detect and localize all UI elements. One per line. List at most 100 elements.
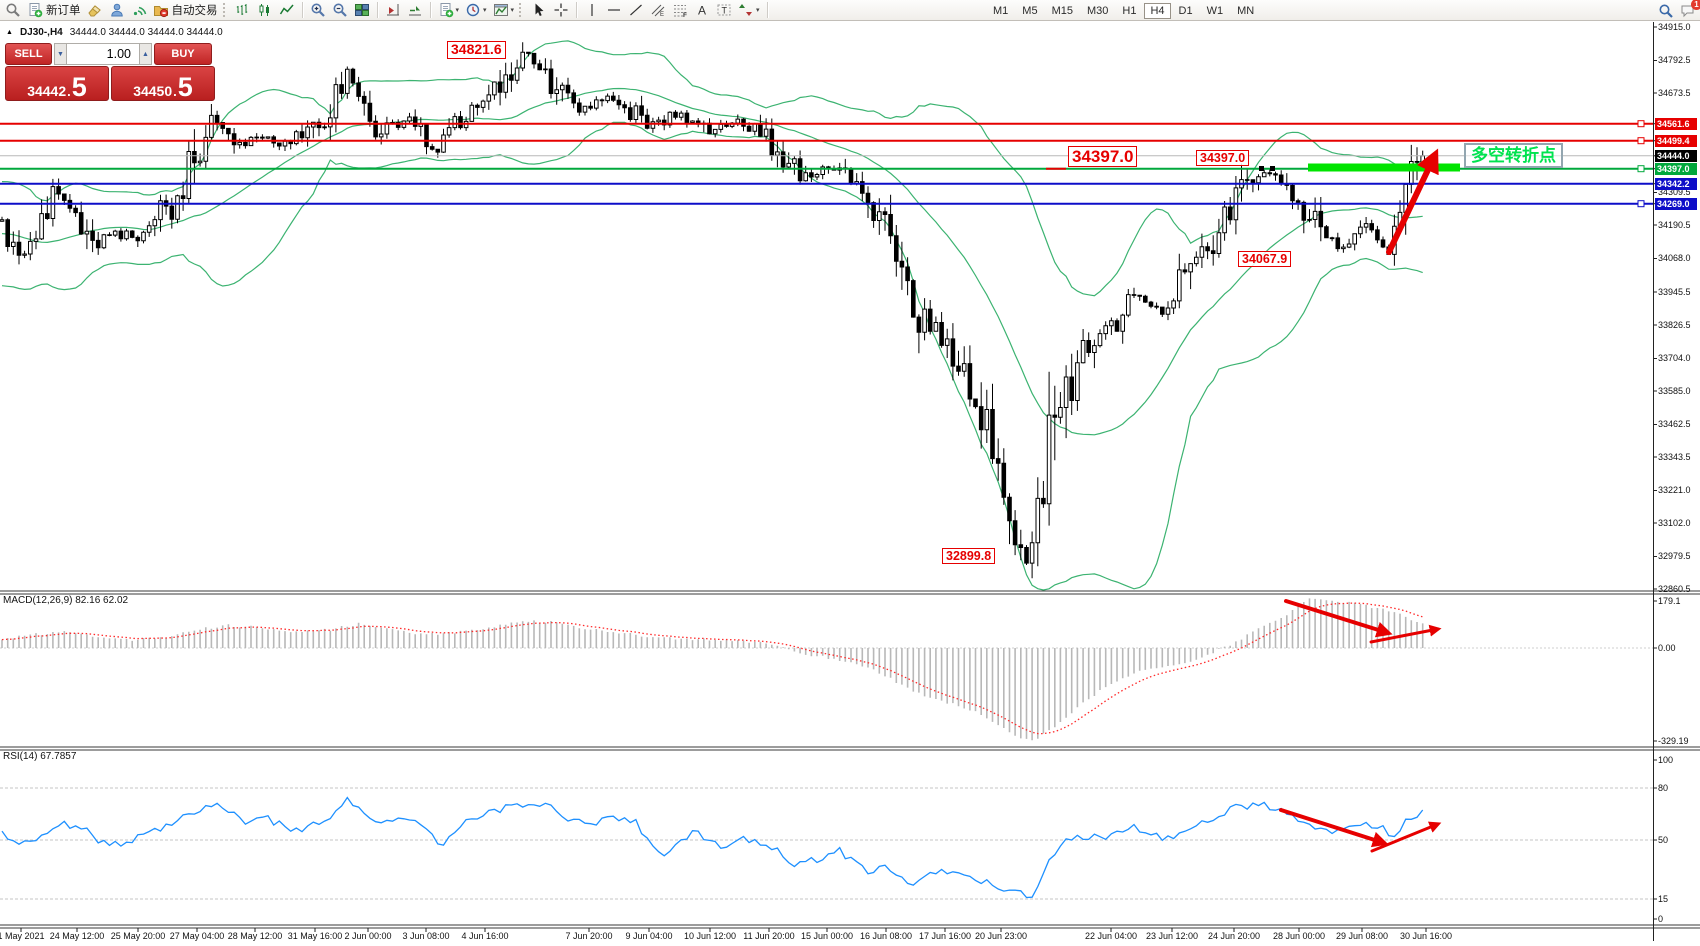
text-tool[interactable]: A <box>691 0 713 21</box>
time-tick-label: 15 Jun 00:00 <box>800 931 854 941</box>
timeframe-button-mn[interactable]: MN <box>1237 4 1255 17</box>
red-arrow-annotation-2[interactable] <box>1369 624 1442 644</box>
timeframe-button-h1[interactable]: H1 <box>1122 4 1137 17</box>
autotrade-icon <box>153 6 168 18</box>
sell-button[interactable]: SELL <box>5 43 52 65</box>
selection-handle[interactable] <box>1259 166 1264 171</box>
timeframe-button-h4[interactable]: H4 <box>1144 2 1171 19</box>
price-tick-label: 34309.5 <box>1658 187 1691 197</box>
time-tick-label: 24 May 12:00 <box>49 931 105 941</box>
arrows-tool[interactable]: ▾ <box>735 0 763 21</box>
price-annotation[interactable]: 34821.6 <box>447 41 506 59</box>
autotrade-button[interactable]: 自动交易 <box>150 0 221 21</box>
search-button[interactable] <box>1655 0 1677 21</box>
buy-price[interactable]: 34450. 5 <box>111 66 215 101</box>
line-handle[interactable] <box>1637 137 1645 145</box>
zoom-in-button[interactable] <box>307 0 329 21</box>
templates-button[interactable]: ▾ <box>490 0 518 21</box>
timeframe-button-d1[interactable]: D1 <box>1178 4 1193 17</box>
timeframe-button-m15[interactable]: M15 <box>1051 4 1073 17</box>
price-annotation[interactable]: 34397.0 <box>1068 146 1138 168</box>
bearish-candles <box>5 51 1420 564</box>
toolbar: 新订单 自动交易 ▾ ▾ ▾ E F A T ▾ M1 M5 M15 M30 H1 H4 D1 W1 MN 1 <box>0 0 1700 21</box>
equidistant-channel-tool[interactable]: E <box>647 0 669 21</box>
candlestick-chart-icon <box>259 4 269 16</box>
macd-tick-label: 0.00 <box>1658 642 1676 653</box>
symbol-period-label: DJ30-,H4 <box>19 27 63 38</box>
bar-chart-button[interactable] <box>232 0 254 21</box>
new-order-button[interactable]: 新订单 <box>24 0 84 21</box>
red-arrow-annotation-0[interactable] <box>1386 148 1439 255</box>
sell-price-frac: 5 <box>71 71 87 102</box>
auto-scroll-button[interactable] <box>382 0 404 21</box>
toolbar-separator <box>766 2 768 18</box>
green-highlight-bar[interactable] <box>1308 163 1460 172</box>
chart-shift-icon <box>408 6 421 16</box>
timeframe-button-m5[interactable]: M5 <box>1022 4 1038 17</box>
volume-decrease-button[interactable]: ▼ <box>54 43 67 65</box>
buy-button[interactable]: BUY <box>154 43 212 65</box>
periods-button[interactable]: ▾ <box>462 0 490 21</box>
line-handle[interactable] <box>1637 165 1645 173</box>
red-arrow-annotation-4[interactable] <box>1370 821 1442 853</box>
turning-point-annotation[interactable]: 多空转折点 <box>1464 143 1563 169</box>
sell-price[interactable]: 34442. 5 <box>5 66 109 101</box>
volume-increase-button[interactable]: ▲ <box>139 43 152 65</box>
price-annotation[interactable]: 34397.0 <box>1196 150 1250 166</box>
timeframe-button-m30[interactable]: M30 <box>1086 4 1109 17</box>
price-tick-label: 32860.5 <box>1658 583 1691 594</box>
candlestick-chart-button[interactable] <box>254 0 276 21</box>
symbol-search-button[interactable] <box>2 0 24 21</box>
zoom-in-icon <box>311 3 325 17</box>
price-annotation[interactable]: 34067.9 <box>1238 251 1292 267</box>
crosshair-button[interactable] <box>550 0 572 21</box>
price-tick-label: 34190.5 <box>1658 219 1691 230</box>
horizontal-line-tool[interactable] <box>603 0 625 21</box>
line-handle[interactable] <box>1637 120 1645 128</box>
red-arrow-annotation-3[interactable] <box>1279 808 1389 848</box>
toolbar-standard-group: 新订单 自动交易 ▾ ▾ ▾ E F A T ▾ <box>2 0 772 21</box>
timeframe-button-m1[interactable]: M1 <box>993 4 1009 17</box>
pane-separator[interactable] <box>0 590 1700 595</box>
chart-objects-button[interactable] <box>84 0 106 21</box>
pane-separator[interactable] <box>0 746 1700 751</box>
new-chart-button[interactable]: ▾ <box>435 0 463 21</box>
tile-windows-button[interactable] <box>351 0 373 21</box>
text-label-tool[interactable]: T <box>713 0 735 21</box>
price-tick-label: 33343.5 <box>1658 451 1691 462</box>
fibonacci-tool[interactable]: F <box>669 0 691 21</box>
price-tick-label: 33221.0 <box>1658 485 1691 495</box>
profiles-button[interactable] <box>106 0 128 21</box>
signals-button[interactable] <box>128 0 150 21</box>
vertical-line-tool[interactable] <box>581 0 603 21</box>
sell-price-main: 34442 <box>27 83 67 99</box>
time-tick-label: 16 Jun 08:00 <box>859 931 913 941</box>
templates-icon <box>493 4 508 16</box>
cursor-button[interactable] <box>528 0 550 21</box>
window-marker-icon: ▲ <box>6 29 13 36</box>
line-handle[interactable] <box>1637 200 1645 208</box>
time-tick-label: 29 Jun 08:00 <box>1335 931 1389 941</box>
trendline-tool[interactable] <box>625 0 647 21</box>
time-tick-label: 27 May 04:00 <box>169 931 225 941</box>
chart-title: ▲ DJ30-,H4 34444.0 34444.0 34444.0 34444… <box>6 27 223 38</box>
red-arrow-annotation-1[interactable] <box>1284 599 1393 638</box>
chart-shift-button[interactable] <box>404 0 426 21</box>
time-tick-label: 28 May 12:00 <box>227 931 283 941</box>
time-tick-label: 30 Jun 16:00 <box>1399 931 1453 941</box>
timeframe-button-w1[interactable]: W1 <box>1206 4 1224 17</box>
time-tick-label: 2 Jun 00:00 <box>344 931 392 941</box>
price-annotation[interactable]: 32899.8 <box>942 548 996 564</box>
volume-input[interactable] <box>67 43 139 65</box>
selection-handle[interactable] <box>1270 166 1275 171</box>
buy-price-dot: . <box>173 84 177 99</box>
arrows-tool-icon <box>739 4 753 16</box>
notifications-button[interactable]: 1 <box>1677 0 1700 21</box>
equidistant-channel-tool-icon: E <box>651 4 665 18</box>
pane-separator[interactable] <box>0 924 1700 929</box>
zoom-out-button[interactable] <box>329 0 351 21</box>
toolbar-grip <box>519 3 523 17</box>
line-chart-button[interactable] <box>276 0 298 21</box>
